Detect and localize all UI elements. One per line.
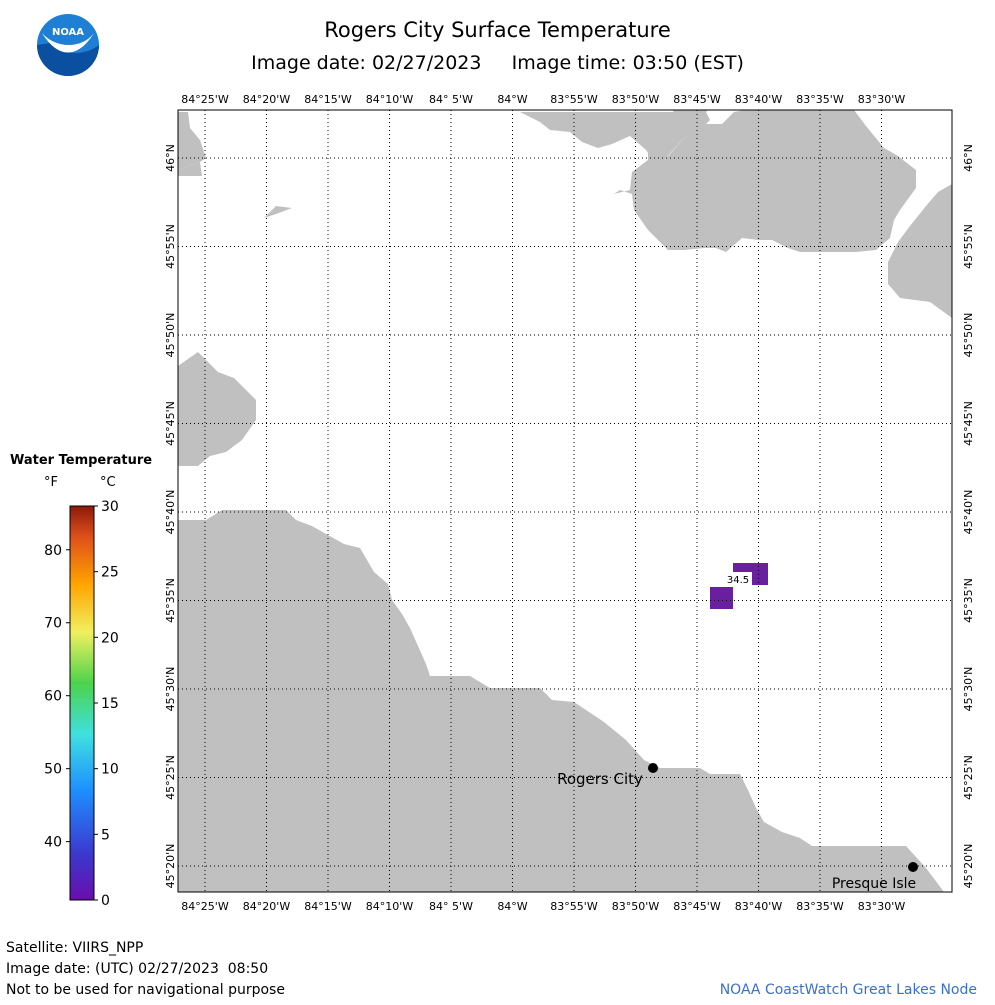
logo-text: NOAA [52,27,84,38]
land-north-mainland [178,112,206,170]
longitude-label: 84°25'W [181,93,229,106]
latitude-labels-right: 46°N 45°55'N 45°50'N 45°45'N 45°40'N 45°35'N 4… [962,144,975,888]
latitude-label: 45°30'N [164,667,177,712]
longitude-label: 84°10'W [366,900,414,913]
fahrenheit-tick-label: 80 [44,543,62,559]
rogers-city-marker [648,763,658,773]
image-date: Image date: 02/27/2023 [251,52,482,74]
map-title: Rogers City Surface Temperature [324,18,671,42]
legend-title: Water Temperature [10,453,153,468]
land-north-west [178,110,916,252]
legend-fahrenheit-ticks: 80 70 60 50 40 [44,543,70,851]
latitude-label: 45°35'N [962,578,975,623]
latitude-label: 45°55'N [164,224,177,269]
longitude-label: 84°W [497,93,527,106]
celsius-tick-label: 25 [101,565,119,581]
longitude-label: 84° 5'W [429,900,473,913]
longitude-label: 84°25'W [181,900,229,913]
fahrenheit-tick-label: 60 [44,689,62,705]
presque-isle-label: Presque Isle [832,876,916,892]
temperature-value-label: 34.5 [727,575,749,586]
footer-satellite: Satellite: VIIRS_NPP [6,940,144,956]
longitude-label: 84°W [497,900,527,913]
legend-unit-fahrenheit: °F [44,475,58,490]
celsius-tick-label: 30 [101,499,119,515]
longitude-label: 84° 5'W [429,93,473,106]
image-time: Image time: 03:50 (EST) [511,52,744,74]
temperature-cells: 34.5 [710,563,768,609]
longitude-label: 83°45'W [673,93,721,106]
longitude-label: 84°10'W [366,93,414,106]
map-subtitle: Image date: 02/27/2023 Image time: 03:50… [0,52,995,74]
longitude-label: 83°55'W [550,900,598,913]
latitude-label: 45°25'N [164,755,177,800]
land-north-strip [520,112,710,160]
legend-color-bar [69,505,95,901]
noaa-logo-icon: NOAA [37,14,99,76]
land-south-shore [178,510,944,892]
latitude-labels-left: 46°N 45°55'N 45°50'N 45°45'N 45°40'N 45°35'N 4… [164,144,177,888]
fahrenheit-tick-label: 70 [44,616,62,632]
longitude-label: 84°15'W [304,900,352,913]
temp-cell [710,587,733,609]
latitude-label: 45°35'N [164,578,177,623]
latitude-label: 45°20'N [962,844,975,889]
longitude-label: 83°50'W [612,93,660,106]
land-northeast [888,184,952,318]
longitude-label: 83°45'W [673,900,721,913]
longitude-label: 84°20'W [243,900,291,913]
celsius-tick-label: 5 [101,827,110,843]
rogers-city-label: Rogers City [557,770,643,788]
footer-credit: NOAA CoastWatch Great Lakes Node [719,982,977,998]
longitude-label: 83°50'W [612,900,660,913]
latitude-label: 45°40'N [962,490,975,535]
latitude-label: 45°50'N [962,313,975,358]
latitude-label: 45°20'N [164,844,177,889]
latitude-label: 46°N [962,144,975,172]
longitude-label: 83°55'W [550,93,598,106]
latitude-label: 45°30'N [962,667,975,712]
latitude-label: 45°50'N [164,313,177,358]
longitude-label: 83°30'W [858,93,906,106]
longitude-label: 84°15'W [304,93,352,106]
land-areas [178,110,952,892]
fahrenheit-tick-label: 40 [44,835,62,851]
land-west-island [178,352,256,466]
legend-celsius-ticks: 30 25 20 15 10 5 0 [94,499,119,909]
footer-disclaimer: Not to be used for navigational purpose [6,982,285,998]
latitude-label: 46°N [164,144,177,172]
longitude-label: 83°35'W [796,93,844,106]
latitude-label: 45°55'N [962,224,975,269]
latitude-label: 45°45'N [164,401,177,446]
land-small-island [672,110,708,118]
celsius-tick-label: 15 [101,696,119,712]
lat-lon-grid [178,110,952,892]
longitude-labels-bottom: 84°25'W 84°20'W 84°15'W 84°10'W 84° 5'W 84°W 8… [181,900,905,913]
longitude-label: 84°20'W [243,93,291,106]
latitude-label: 45°45'N [962,401,975,446]
fahrenheit-tick-label: 50 [44,762,62,778]
longitude-label: 83°40'W [735,900,783,913]
latitude-label: 45°25'N [962,755,975,800]
longitude-label: 83°35'W [796,900,844,913]
celsius-tick-label: 20 [101,630,119,646]
celsius-tick-label: 10 [101,762,119,778]
latitude-label: 45°40'N [164,490,177,535]
legend-unit-celsius: °C [100,475,116,490]
presque-isle-marker [908,862,918,872]
map-frame [177,109,953,893]
longitude-label: 83°30'W [858,900,906,913]
celsius-tick-label: 0 [101,893,110,909]
longitude-labels-top: 84°25'W 84°20'W 84°15'W 84°10'W 84° 5'W 84°W 8… [181,93,905,106]
longitude-label: 83°40'W [735,93,783,106]
footer-utc-date: Image date: (UTC) 02/27/2023 08:50 [6,961,269,977]
